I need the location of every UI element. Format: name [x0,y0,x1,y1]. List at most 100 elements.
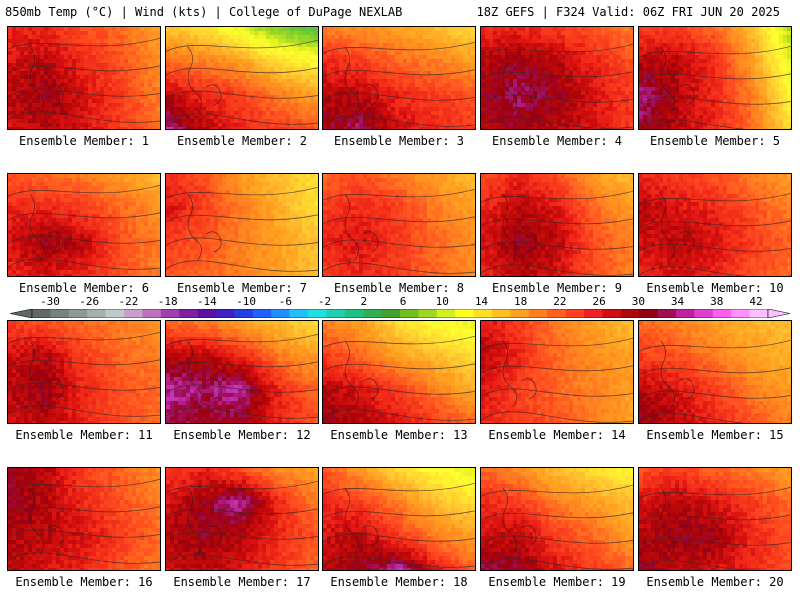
height-contour-line [166,384,318,394]
colorbar-scale [10,309,790,318]
colorbar-tick: 6 [399,295,407,308]
height-contour-line [166,531,318,541]
height-contour-line [323,92,475,102]
temperature-field [8,27,160,129]
height-contour-line [323,115,475,127]
colorbar-swatch [381,309,401,318]
colorbar-tick: -2 [317,295,332,308]
colorbar-tick: -14 [196,295,217,308]
height-contour-line [481,94,633,104]
terrain-contour [344,193,379,261]
height-contour-line [323,386,475,396]
height-contour-line [166,260,318,272]
colorbar-swatch [344,309,364,318]
temperature-field [8,321,160,423]
colorbar-tick: 34 [670,295,685,308]
height-contour-line [481,512,633,521]
height-contour-line [639,390,791,400]
height-contour-line [639,45,791,58]
ensemble-member-label: Ensemble Member: 15 [646,428,784,442]
height-contour-line [639,192,791,205]
ensemble-member-label: Ensemble Member: 7 [176,281,308,295]
colorbar-tick: 38 [710,295,724,308]
ensemble-map-13 [322,320,476,424]
height-contour-line [8,111,160,123]
ensemble-member-label: Ensemble Member: 11 [15,428,153,442]
colorbar-swatch [639,309,658,318]
height-contour-line [166,361,318,370]
ensemble-map-14 [480,320,634,424]
temperature-field [481,174,633,276]
height-contour-line [639,220,791,229]
ensemble-member-label: Ensemble Member: 5 [649,134,781,148]
ensemble-member-label: Ensemble Member: 1 [18,134,150,148]
height-contour-line [639,243,791,253]
ensemble-member-label: Ensemble Member: 14 [488,428,626,442]
terrain-contour [29,487,64,555]
colorbar-swatch [436,309,456,318]
terrain-contour [660,487,695,555]
height-contour-line [323,335,475,348]
terrain-contour [187,487,222,555]
colorbar-swatch [547,309,566,318]
height-contour-line [323,262,475,274]
ensemble-map-11 [7,320,161,424]
height-contour-line [481,190,633,203]
temperature-field [323,468,475,570]
colorbar-min-arrow [10,309,33,318]
height-contour-line [8,506,160,515]
height-contour-line [481,218,633,227]
height-contour-line [323,69,475,78]
colorbar-swatch [271,309,290,318]
colorbar-swatch [620,309,640,318]
height-contour-line [8,37,160,50]
colorbar-swatch [584,309,603,318]
colorbar-tick: 26 [592,295,606,308]
terrain-contour [660,193,695,261]
map-title: 850mb Temp (°C) | Wind (kts) | College o… [5,5,403,19]
colorbar-swatch [289,309,309,318]
ensemble-member-label: Ensemble Member: 4 [491,134,623,148]
ensemble-map-6 [7,173,161,277]
height-contour-line [8,235,160,245]
height-contour-line [639,73,791,82]
height-contour-line [481,241,633,251]
terrain-contour [344,46,379,114]
colorbar-swatch [50,309,70,318]
colorbar-tick: -30 [40,295,60,308]
height-contour-line [8,478,160,491]
height-contour-line [323,556,475,568]
height-contour-line [8,382,160,392]
colorbar-swatch [731,309,750,318]
height-contour-line [8,405,160,417]
terrain-contour [29,193,64,261]
height-contour-line [481,43,633,56]
terrain-contour [187,46,222,114]
height-contour-line [323,510,475,519]
height-contour-line [323,41,475,54]
colorbar-tick: 14 [474,295,489,308]
height-contour-line [166,90,318,100]
colorbar-swatch [510,309,530,318]
ensemble-member-label: Ensemble Member: 13 [330,428,468,442]
ensemble-member-label: Ensemble Member: 20 [646,575,784,589]
ensemble-map-9 [480,173,634,277]
height-contour-line [639,367,791,376]
height-contour-line [166,214,318,223]
ensemble-map-20 [638,467,792,571]
ensemble-member-label: Ensemble Member: 19 [488,575,626,589]
height-contour-line [639,537,791,547]
ensemble-map-1 [7,26,161,130]
height-contour-line [481,388,633,398]
ensemble-member-label: Ensemble Member: 16 [15,575,153,589]
height-contour-line [481,71,633,80]
height-contour-line [639,266,791,276]
colorbar-swatch [160,309,180,318]
colorbar-swatch [234,309,254,318]
height-contour-line [639,96,791,106]
height-contour-line [639,514,791,523]
temperature-field [323,27,475,129]
height-contour-line [8,529,160,539]
colorbar-swatch [363,309,382,318]
height-contour-line [166,237,318,247]
